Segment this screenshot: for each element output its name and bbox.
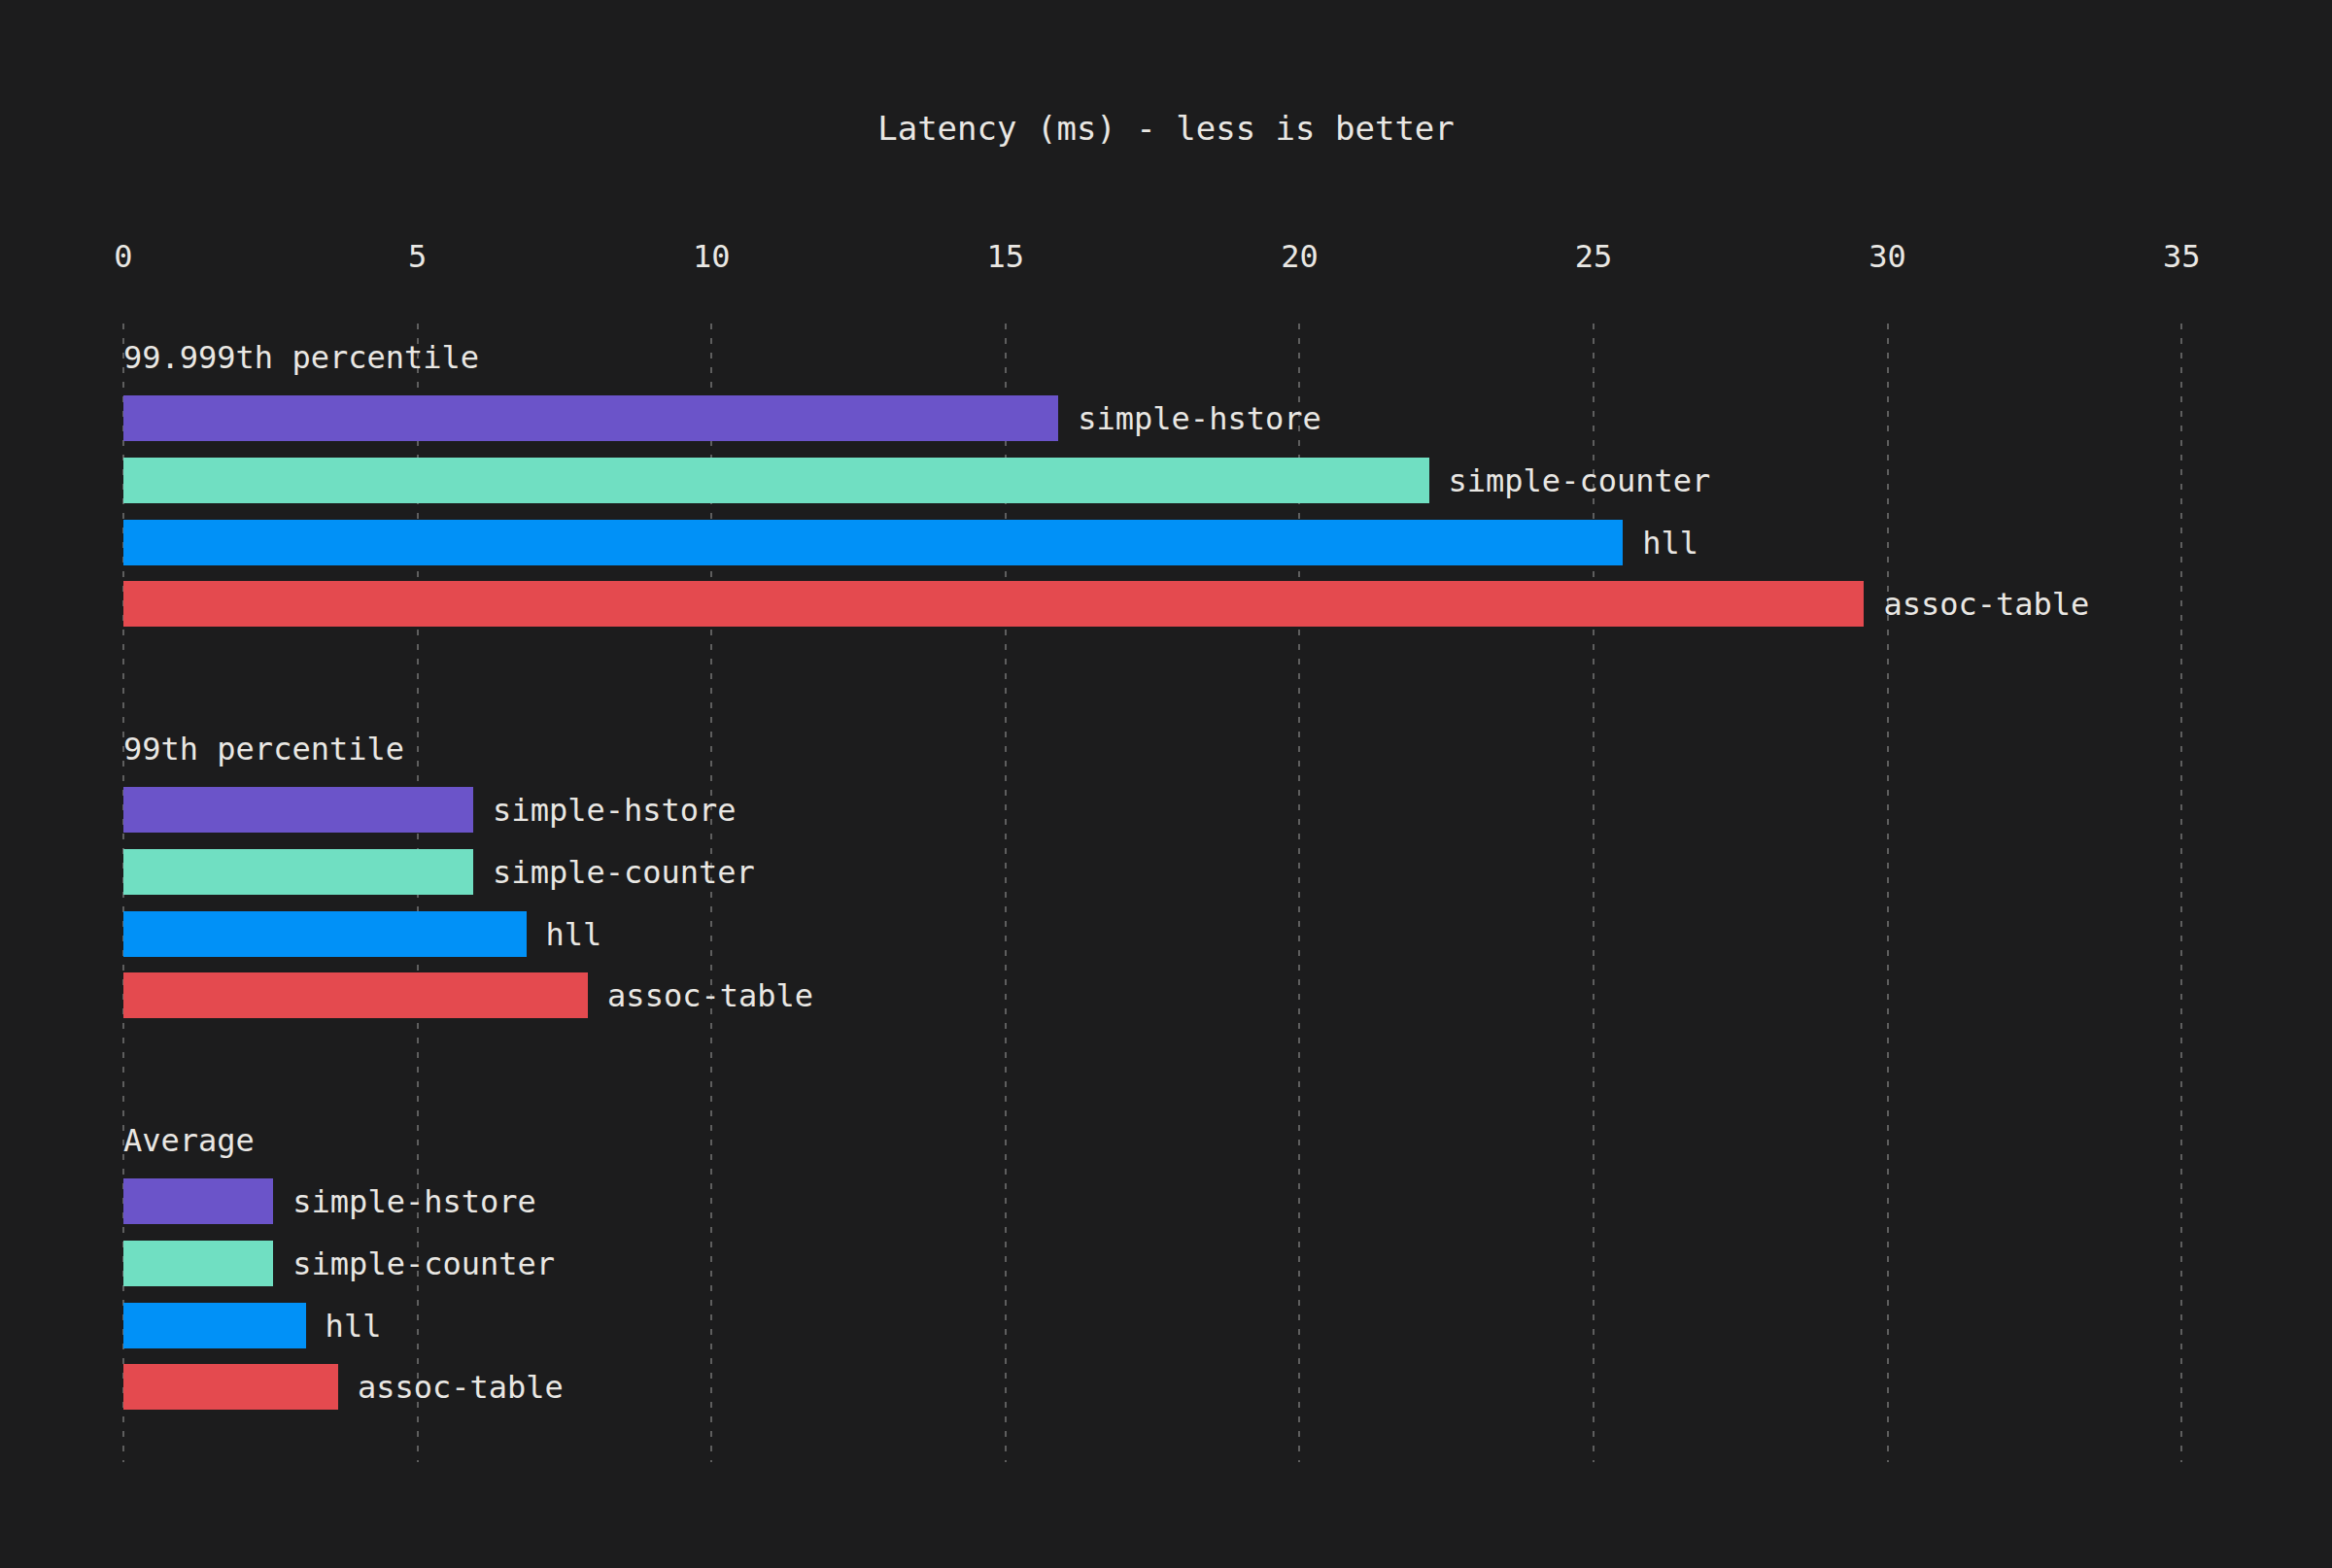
bar-hll [123,1303,306,1348]
x-tick-label: 5 [408,239,427,274]
bar-simple-counter [123,458,1429,503]
x-tick-label: 0 [114,239,132,274]
group-label: 99th percentile [123,731,404,767]
bar-label: hll [546,911,602,957]
bar-assoc-table [123,972,588,1018]
x-tick-label: 30 [1869,239,1906,274]
bar-simple-counter [123,1241,273,1286]
bar-label: simple-counter [493,849,755,895]
bar-hll [123,911,527,957]
x-tick-label: 10 [693,239,731,274]
group-label: Average [123,1122,255,1159]
bar-label: simple-counter [292,1241,555,1286]
x-tick-label: 15 [987,239,1025,274]
x-tick-label: 35 [2163,239,2201,274]
chart-title: Latency (ms) - less is better [0,109,2332,148]
bar-label: simple-hstore [493,787,736,833]
bar-label: assoc-table [607,972,813,1018]
bar-group: Average simple-hstore simple-counter hll ass… [0,1122,2332,1414]
bar-label: simple-hstore [1078,395,1320,441]
bar-simple-hstore [123,787,473,833]
bar-assoc-table [123,1364,338,1410]
bar-label: simple-counter [1449,458,1711,503]
bar-label: simple-hstore [292,1178,535,1224]
x-tick-label: 20 [1281,239,1319,274]
bar-simple-counter [123,849,473,895]
bar-group: 99th percentile simple-hstore simple-count… [0,731,2332,1022]
latency-bar-chart: Latency (ms) - less is better 0 5 10 15 20 25… [0,0,2332,1568]
bar-group: 99.999th percentile simple-hstore simple-c… [0,339,2332,631]
bar-hll [123,520,1623,565]
group-label: 99.999th percentile [123,339,479,376]
bar-label: hll [1642,520,1698,565]
bar-label: assoc-table [358,1364,564,1410]
bar-label: assoc-table [1883,581,2089,627]
bar-simple-hstore [123,395,1058,441]
bar-label: hll [326,1303,382,1348]
bar-assoc-table [123,581,1864,627]
bar-simple-hstore [123,1178,273,1224]
x-tick-label: 25 [1575,239,1613,274]
